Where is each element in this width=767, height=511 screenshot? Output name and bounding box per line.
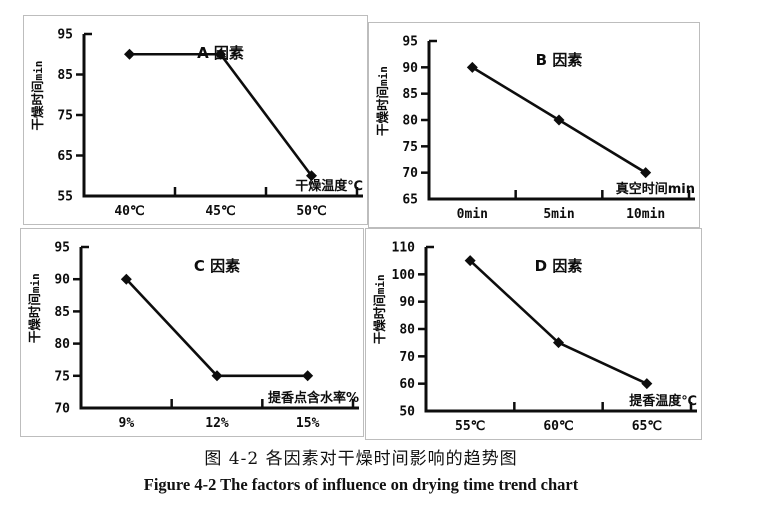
x-tick-label: 0min <box>457 207 488 222</box>
x-tick-label: 15% <box>296 416 320 431</box>
data-point-marker <box>466 61 478 73</box>
data-point-marker <box>215 48 226 60</box>
data-point-marker <box>124 48 135 60</box>
y-tick-label: 70 <box>399 350 415 365</box>
y-tick-label: 90 <box>54 273 70 288</box>
y-tick-label: 95 <box>57 28 73 43</box>
x-axis-label: 干燥温度℃ <box>295 178 363 194</box>
y-tick-label: 75 <box>402 140 418 155</box>
figure-caption-english: Figure 4-2 The factors of influence on d… <box>143 475 579 494</box>
y-tick-label: 75 <box>54 369 70 384</box>
y-tick-label: 70 <box>54 402 70 417</box>
y-tick-label: 65 <box>57 149 73 164</box>
data-line <box>129 52 313 177</box>
y-tick-label: 95 <box>54 241 70 256</box>
y-tick-label: 85 <box>402 87 418 102</box>
chart-panel-a: 95 85 75 65 55 40℃ 45℃ 50℃ A 因素 干燥温度℃ 干燥时间min <box>23 15 368 225</box>
y-tick-label: 55 <box>57 190 73 205</box>
data-point-marker <box>640 167 652 179</box>
chart-title: D 因素 <box>535 257 583 275</box>
x-tick-label: 9% <box>119 416 135 431</box>
y-axis-label: 干燥时间min <box>30 61 45 131</box>
chart-title: B 因素 <box>536 51 583 69</box>
x-tick-label: 5min <box>543 207 574 222</box>
chart-panel-d: 110 100 90 80 70 60 50 55℃ 60℃ 65℃ D 因素提香温度℃ 干燥时间mi… <box>365 228 702 440</box>
data-point-marker <box>306 170 317 182</box>
y-tick-label: 90 <box>399 295 415 310</box>
y-tick-label: 60 <box>399 377 415 392</box>
x-tick-label: 45℃ <box>205 204 235 219</box>
y-tick-label: 110 <box>392 241 416 256</box>
x-tick-label: 10min <box>626 207 665 222</box>
data-point-marker <box>302 370 314 382</box>
y-tick-label: 95 <box>402 35 418 50</box>
y-axis-label: 干燥时间min <box>375 66 390 136</box>
y-tick-label: 85 <box>54 305 70 320</box>
y-tick-label: 75 <box>57 109 73 124</box>
x-tick-label: 60℃ <box>543 419 573 434</box>
y-tick-label: 70 <box>402 166 418 181</box>
y-axis-label: 干燥时间min <box>27 273 42 343</box>
data-point-marker <box>641 378 653 390</box>
data-line <box>125 278 308 378</box>
y-tick-label: 50 <box>399 405 415 420</box>
y-tick-label: 80 <box>399 323 415 338</box>
x-tick-label: 55℃ <box>455 419 485 434</box>
y-tick-label: 65 <box>402 193 418 208</box>
x-tick-label: 40℃ <box>114 204 144 219</box>
data-point-marker <box>120 273 132 285</box>
data-point-marker <box>211 370 223 382</box>
y-tick-label: 85 <box>57 68 73 83</box>
y-tick-label: 100 <box>392 268 416 283</box>
data-line <box>469 259 648 385</box>
data-point-marker <box>553 337 564 349</box>
chart-panel-c: 95 90 85 80 75 70 9% 12% 15% C 因素提香点含水率% 干燥时间min <box>20 228 364 437</box>
y-tick-label: 80 <box>54 337 70 352</box>
x-tick-label: 65℃ <box>632 419 662 434</box>
data-point-marker <box>553 114 565 126</box>
x-axis-label: 提香温度℃ <box>629 393 697 409</box>
y-tick-label: 90 <box>402 61 418 76</box>
x-tick-label: 12% <box>205 416 229 431</box>
chart-panel-b: 95 90 85 80 75 70 65 0min 5min 10min B 因素真空时间min 干燥… <box>368 22 700 228</box>
x-tick-label: 50℃ <box>296 204 326 219</box>
x-axis-label: 真空时间min <box>616 181 695 197</box>
y-tick-label: 80 <box>402 114 418 129</box>
chart-title: C 因素 <box>194 257 240 275</box>
figure-caption-chinese: 图 4-2 各因素对干燥时间影响的趋势图 <box>204 449 518 469</box>
y-axis-label: 干燥时间min <box>372 274 387 344</box>
x-axis-label: 提香点含水率% <box>268 390 359 406</box>
